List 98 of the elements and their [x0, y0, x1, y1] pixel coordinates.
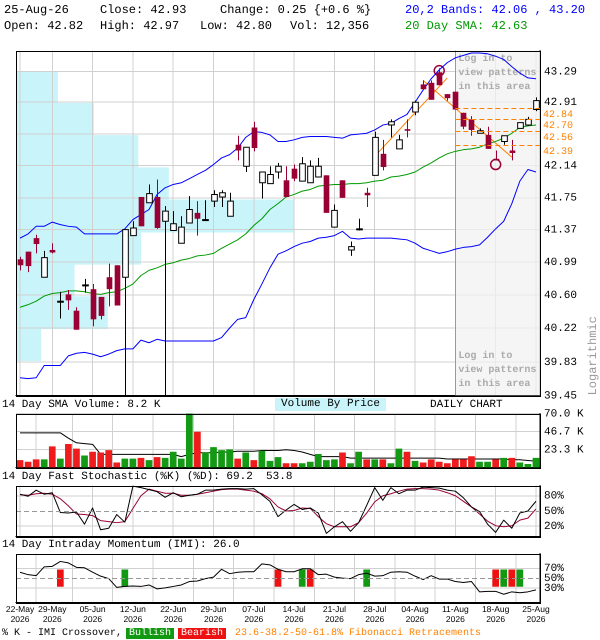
bar [154, 457, 160, 468]
x-tick-label: 21-Jul 2026 [322, 604, 346, 624]
text: 25-Aug-26 [4, 3, 69, 17]
candlestick [364, 187, 370, 208]
x-tick-label: 04-Aug 2026 [401, 604, 430, 624]
y-tick-label: 46.7 K [544, 426, 584, 438]
y-tick-label: 41.75 [544, 192, 578, 205]
text: Low: 42.80 [200, 19, 272, 33]
x-tick-label: 25-Aug 2026 [522, 604, 550, 624]
x-tick-label: 07-Jul 2026 [242, 604, 266, 624]
text: Volume By Price [275, 398, 386, 411]
candlestick [194, 200, 200, 236]
x-tick-label: 28-Jul 2026 [363, 604, 386, 624]
y-tick-label: 80% [544, 490, 564, 503]
candlestick [18, 256, 24, 271]
bar [404, 452, 410, 468]
candlestick [486, 126, 492, 150]
y-tick-label: 40.60 [544, 290, 578, 302]
chart-title: 14 Day SMA Volume: 8.2 K [2, 399, 160, 412]
y-axis-title: Logarithmic [586, 316, 600, 396]
bar [56, 458, 64, 468]
y-tick-label: 39.83 [544, 356, 578, 369]
bar [146, 460, 152, 468]
bar [40, 459, 48, 468]
x-tick-label: 12-Jun 2026 [120, 604, 146, 624]
candlestick [404, 118, 410, 138]
y-tick-label: 41.37 [544, 224, 578, 237]
bar [371, 459, 378, 468]
bar [250, 460, 258, 468]
y-tick-label: 43.29 [544, 66, 578, 78]
x-tick-label: 22-Jun 2026 [160, 604, 186, 624]
bar [234, 458, 242, 468]
candlestick [26, 251, 32, 273]
candlestick [284, 166, 290, 198]
x-tick-label: 11-Aug 2026 [442, 604, 470, 624]
text: Close: 42.93 [100, 3, 186, 17]
candlestick [340, 180, 346, 198]
bar [194, 432, 201, 468]
chart-title: 14 Day Fast Stochastic (%K) (%D): 69.2 53.8 [2, 471, 292, 484]
y-tick-label: 30% [544, 582, 564, 595]
bar [48, 446, 56, 468]
candlestick [106, 263, 112, 307]
ref-line-label: 42.56 [543, 133, 574, 144]
bar [138, 458, 144, 468]
candlestick [460, 112, 466, 130]
y-tick-label: 50% [544, 506, 564, 518]
text: Vol: 12,356 [290, 19, 370, 33]
ref-line-label: 42.70 [543, 121, 574, 132]
bar [500, 458, 508, 468]
y-tick-label: 42.14 [544, 160, 578, 172]
candlestick [98, 296, 104, 320]
text: DAILY CHART [430, 399, 503, 412]
text: Change: 0.25 {+0.6 %} [220, 3, 372, 17]
bar [379, 459, 386, 468]
bar [242, 452, 250, 468]
candlestick [66, 290, 72, 310]
y-tick-label: 23.3 K [544, 444, 584, 456]
x-tick-label: 05-Jun 2026 [80, 604, 106, 624]
candlestick [236, 135, 242, 161]
y-tick-label: 40.22 [544, 322, 578, 335]
text: 23.6-38.2-50-61.8% Fibonacci Retracements [235, 628, 482, 640]
x-tick-label: 18-Aug 2026 [482, 604, 510, 624]
text: High: 42.97 [100, 19, 180, 33]
candlestick [510, 139, 516, 161]
bar [412, 460, 418, 468]
x-tick-label: 22-May 2026 [6, 604, 35, 624]
ref-line-label: 42.84 [543, 110, 574, 122]
candlestick [50, 242, 56, 254]
text: Bullish [126, 628, 174, 639]
y-tick-label: 42.91 [544, 97, 578, 110]
x-tick-label: 29-Jun 2026 [200, 604, 227, 624]
candlestick [468, 116, 474, 136]
candlestick [436, 68, 442, 86]
bar [339, 452, 346, 468]
y-tick-label: 20% [544, 521, 564, 534]
candlestick [292, 164, 298, 182]
x-tick-label: 29-May 2026 [38, 604, 68, 624]
y-tick-label: 40.99 [544, 256, 578, 269]
bar [81, 456, 88, 468]
annotation: Log in to view patterns in this area [458, 350, 536, 390]
x-tick-label: 14-Jul 2026 [282, 604, 306, 624]
y-tick-label: 39.45 [544, 390, 578, 402]
chart-title: 14 Day Intraday Momentum (IMI): 26.0 [2, 539, 240, 552]
candlestick [34, 234, 40, 254]
candlestick [380, 139, 386, 171]
ref-line-label: 42.39 [543, 147, 574, 158]
text: 20 Day SMA: 42.63 [405, 19, 528, 33]
candlestick [252, 121, 258, 152]
bar [363, 459, 370, 468]
legend-title: % K - IMI Crossover, [2, 628, 122, 639]
candlestick [428, 80, 434, 100]
bar [492, 459, 500, 468]
text: 20,2 Bands: 42.06 , 43.20 [405, 3, 586, 17]
y-tick-label: 70.0 K [544, 408, 584, 421]
text: Open: 42.82 [4, 19, 84, 33]
bar [508, 458, 516, 468]
candlestick [74, 306, 80, 330]
text: Bearish [178, 628, 226, 639]
